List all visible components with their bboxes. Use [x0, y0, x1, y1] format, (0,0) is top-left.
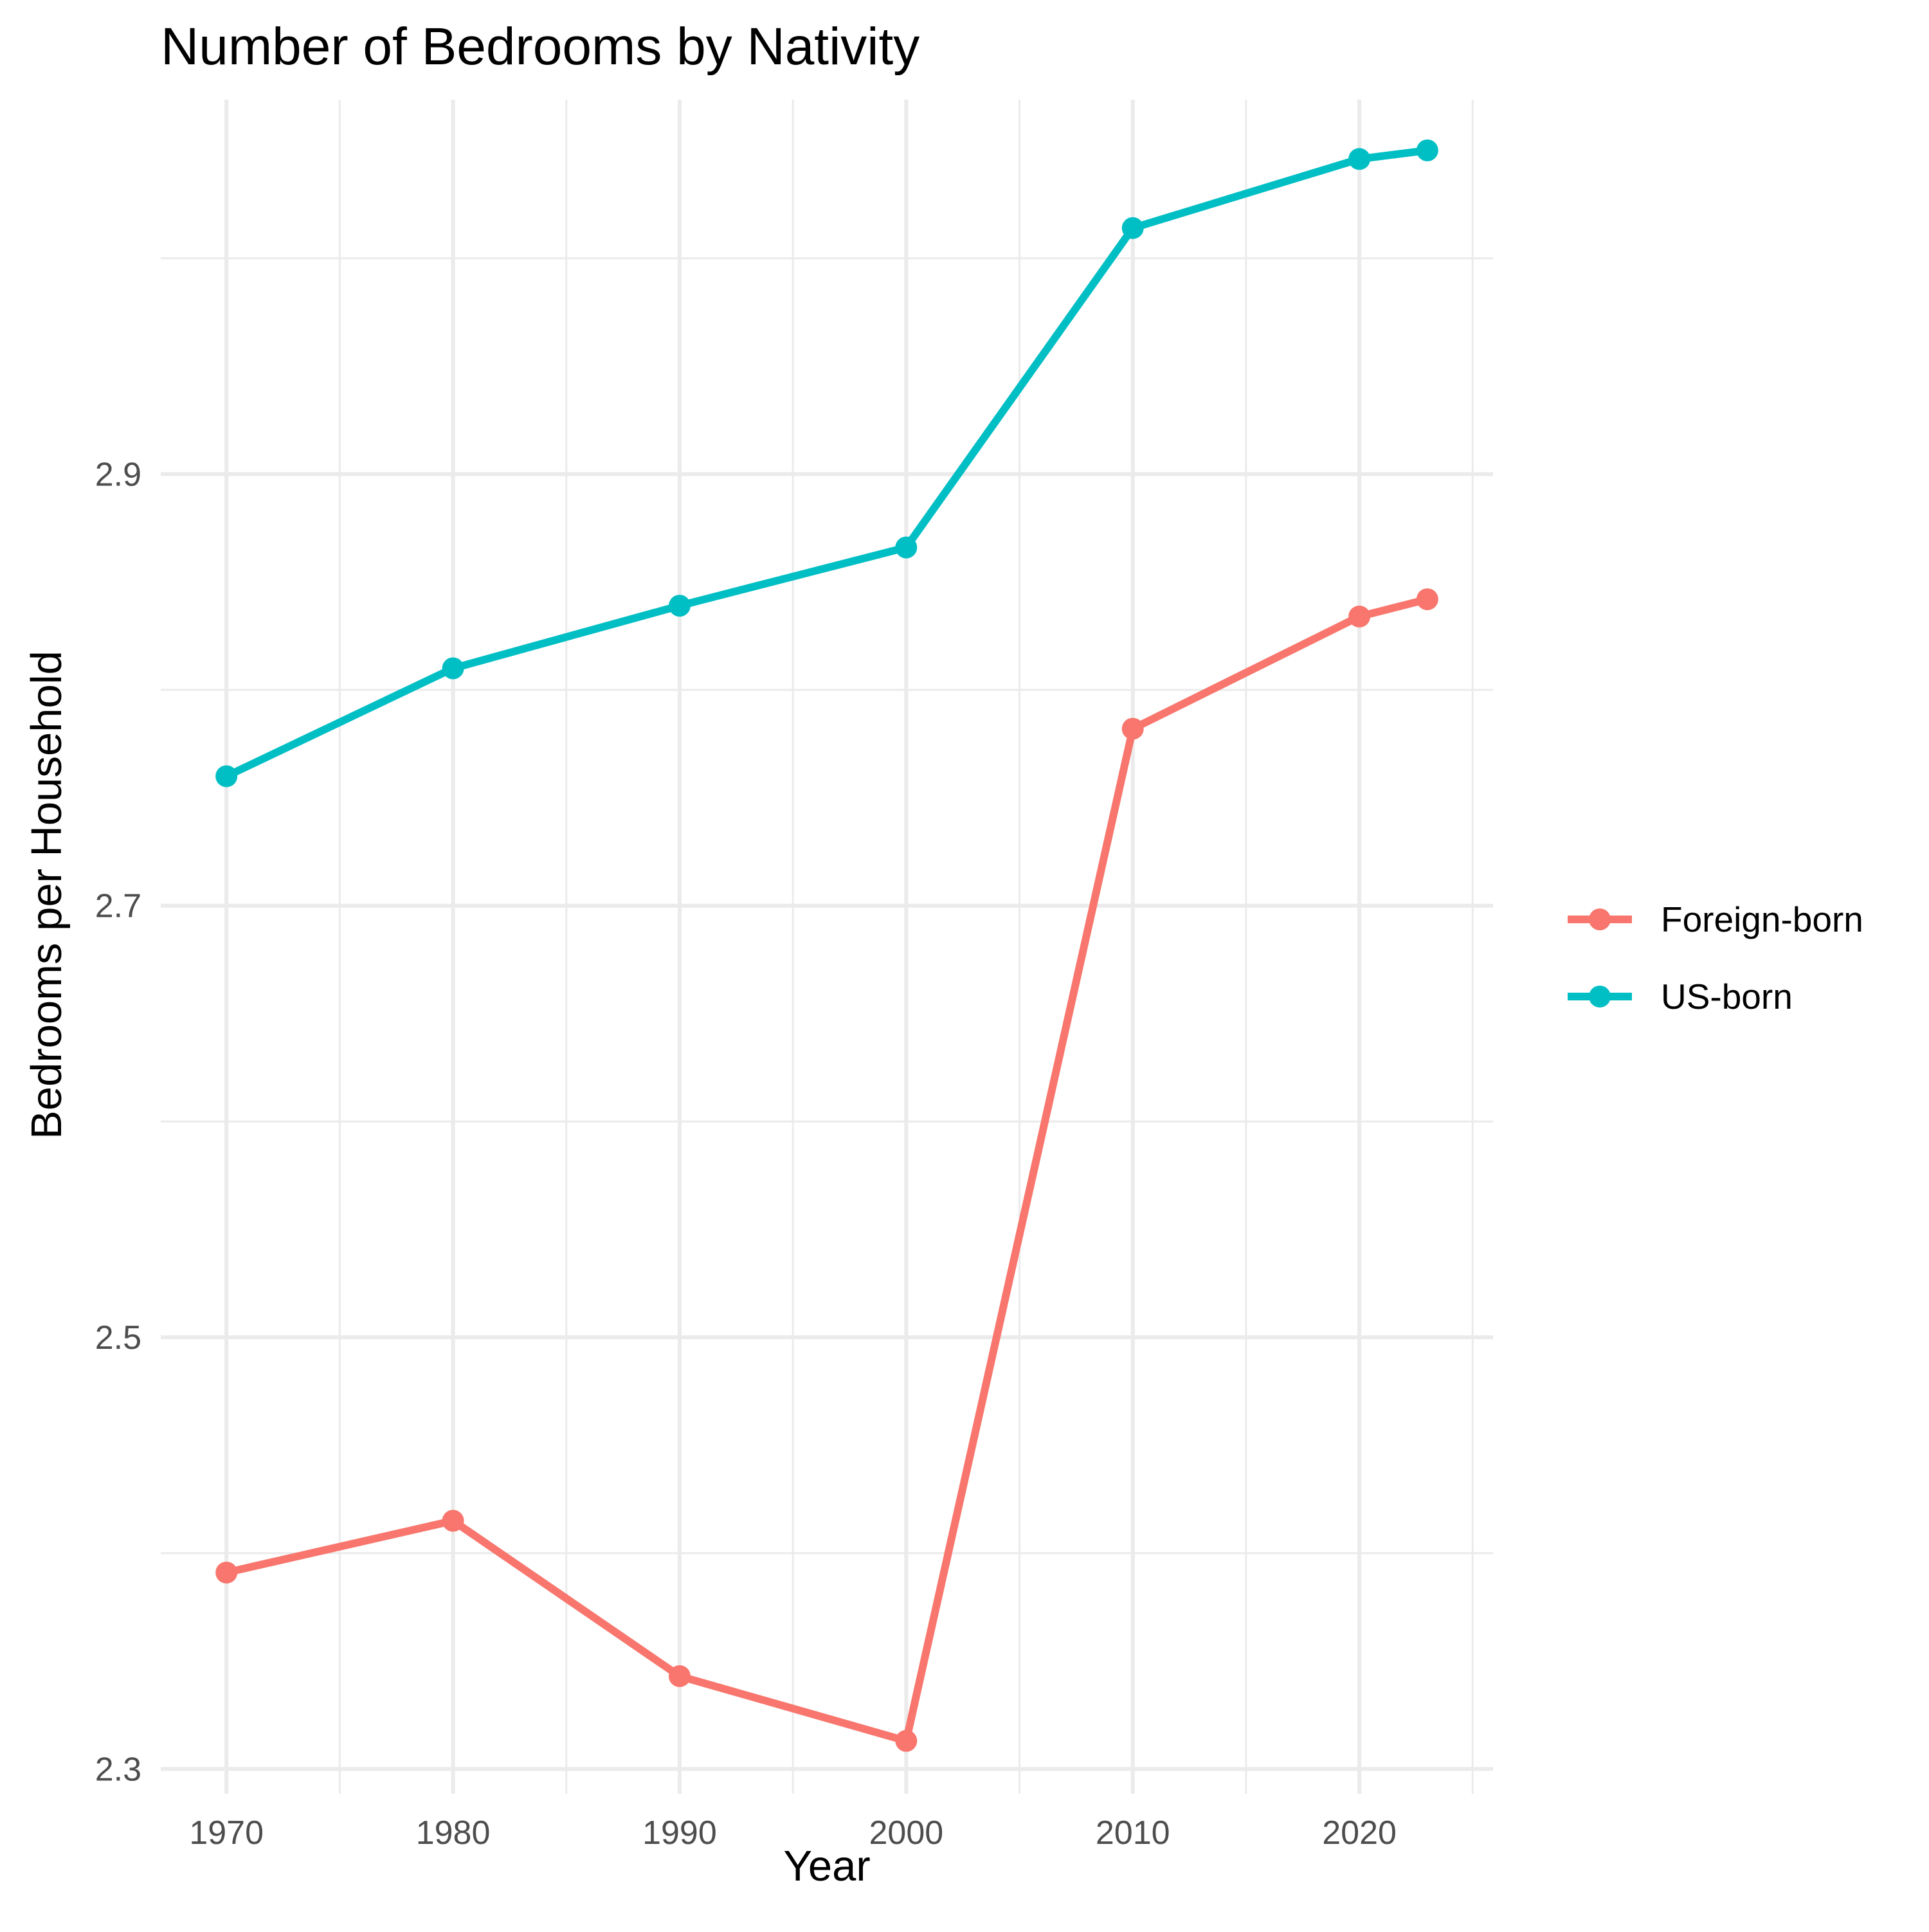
us-born-point: [1348, 148, 1371, 170]
x-tick-label: 2000: [869, 1814, 943, 1852]
foreign-born-point: [442, 1510, 464, 1532]
y-tick-label: 2.5: [95, 1319, 141, 1357]
foreign-born-point: [668, 1665, 691, 1688]
series-points: [215, 139, 1438, 1752]
y-tick-label: 2.7: [95, 888, 141, 925]
us-born-point: [1416, 139, 1438, 161]
grid-layer: [161, 100, 1493, 1794]
us-born-point: [215, 765, 238, 788]
series-lines: [224, 146, 1429, 1745]
y-axis-tick-labels: 2.3 2.5 2.7 2.9: [95, 456, 141, 1788]
y-axis-title: Bedrooms per Household: [23, 651, 71, 1139]
x-tick-label: 2020: [1322, 1814, 1397, 1852]
y-tick-label: 2.3: [95, 1751, 141, 1788]
foreign-born-line: [225, 595, 1429, 1745]
us-born-point: [442, 657, 464, 680]
us-born-point: [668, 595, 691, 617]
foreign-born-point: [215, 1561, 238, 1584]
legend-swatch-point: [1589, 908, 1611, 930]
legend-swatch-point: [1589, 986, 1611, 1007]
y-tick-label: 2.9: [95, 456, 141, 493]
us-born-line: [224, 146, 1428, 780]
x-axis-title: Year: [783, 1842, 870, 1890]
x-tick-label: 2010: [1096, 1814, 1170, 1852]
legend: Foreign-born US-born: [1568, 899, 1863, 1016]
x-tick-label: 1990: [642, 1814, 717, 1852]
chart-title: Number of Bedrooms by Nativity: [161, 17, 919, 76]
x-tick-label: 1970: [189, 1814, 264, 1852]
legend-item-us-born: US-born: [1568, 977, 1793, 1016]
us-born-point: [895, 536, 918, 559]
foreign-born-point: [1121, 718, 1144, 740]
x-tick-label: 1980: [416, 1814, 491, 1852]
legend-item-foreign-born: Foreign-born: [1568, 899, 1863, 939]
foreign-born-point: [1416, 588, 1438, 611]
foreign-born-point: [1348, 605, 1371, 627]
foreign-born-point: [895, 1729, 918, 1752]
x-axis-tick-labels: 1970 1980 1990 2000 2010 2020: [189, 1814, 1397, 1852]
legend-label: US-born: [1661, 977, 1793, 1016]
legend-label: Foreign-born: [1661, 899, 1863, 939]
us-born-point: [1121, 217, 1144, 239]
